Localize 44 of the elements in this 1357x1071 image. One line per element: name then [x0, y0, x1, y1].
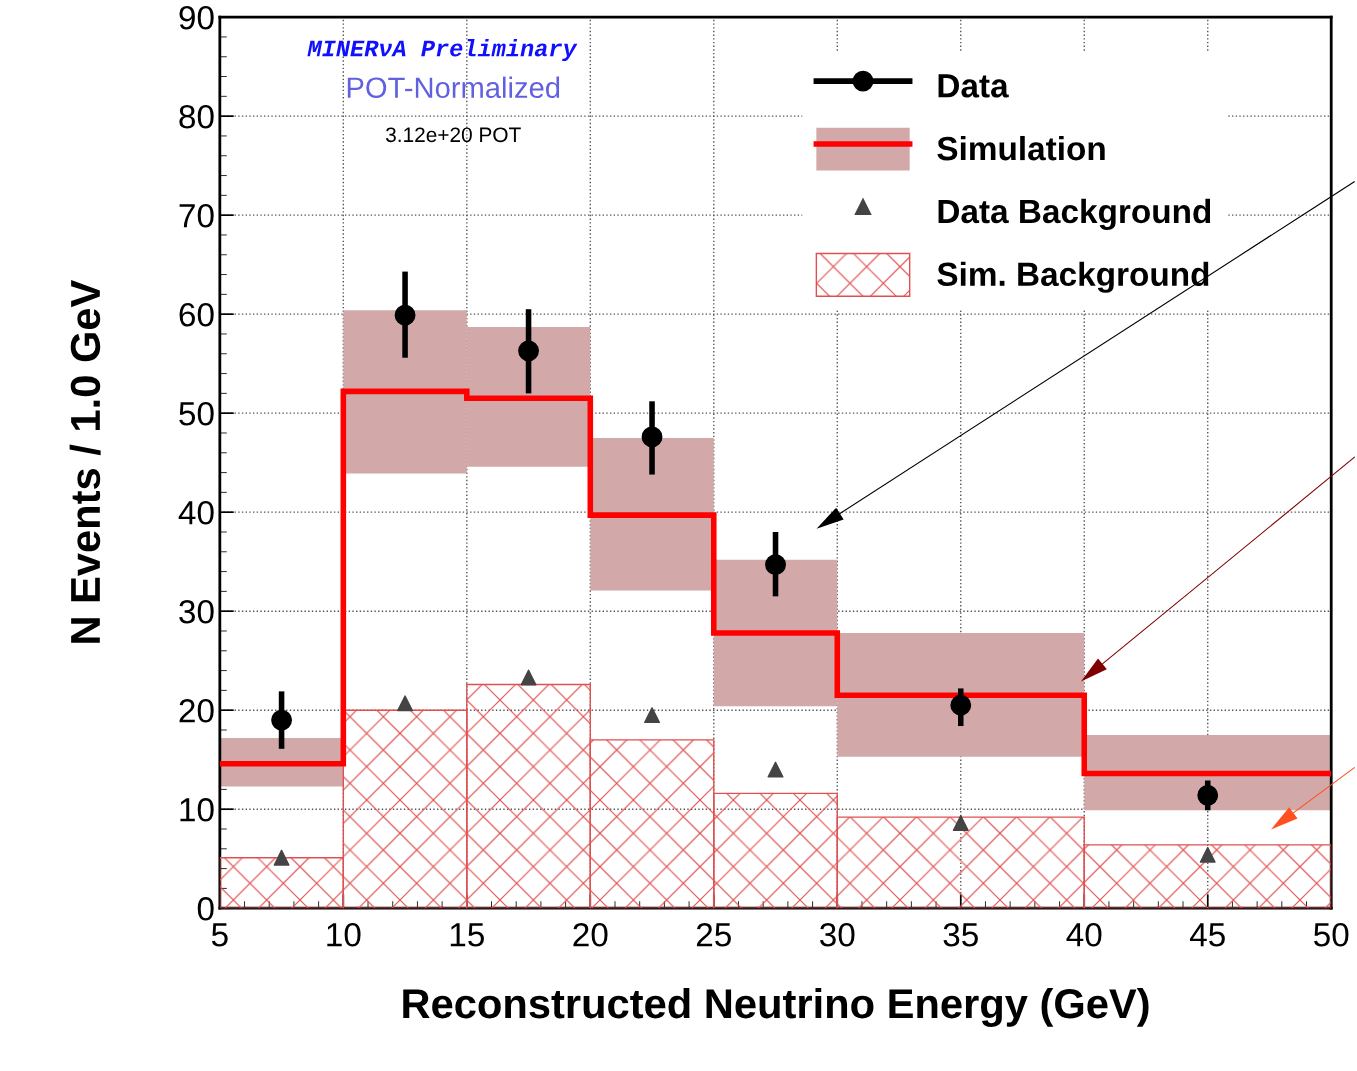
point [950, 694, 972, 716]
x-tick-label: 35 [943, 922, 978, 947]
point [952, 815, 969, 832]
annotation: 3.12e+20 POT [385, 127, 521, 143]
y-tick-label: 70 [179, 203, 214, 228]
x-tick-label: 45 [1189, 923, 1225, 947]
point [765, 554, 786, 576]
y-axis-title: N Events / 1.0 GeV [69, 279, 101, 643]
x-tick-label: 25 [696, 922, 731, 947]
legend-label: Data Background [938, 198, 1211, 231]
point [644, 707, 661, 724]
point [520, 669, 537, 686]
y-tick-label: 10 [180, 798, 214, 822]
x-tick-label: 40 [1066, 922, 1102, 947]
point [397, 695, 414, 712]
y-tick-label: 90 [179, 5, 214, 30]
point [518, 340, 539, 362]
y-tick-label: 20 [179, 698, 214, 723]
y-tick-label: 60 [179, 302, 214, 327]
legend-label: Simulation [937, 135, 1105, 161]
x-tick-label: 10 [327, 922, 361, 947]
x-tick-label: 20 [573, 922, 608, 947]
annotation: POT-Normalized [347, 76, 560, 99]
point [641, 426, 663, 448]
x-tick-label: 5 [211, 923, 228, 947]
y-tick-label: 40 [178, 500, 214, 525]
x-axis-title: Reconstructed Neutrino Energy (GeV) [403, 987, 1149, 1027]
legend-label: Sim. Background [937, 261, 1209, 293]
annotation: MINERνA Preliminary [307, 39, 578, 62]
x-tick-label: 15 [450, 923, 484, 947]
point [1197, 784, 1219, 806]
point [271, 709, 292, 731]
y-tick-label: 30 [179, 599, 214, 624]
x-tick-label: 30 [820, 922, 855, 947]
point [767, 761, 784, 778]
point [273, 849, 290, 866]
legend-label: Data [938, 74, 1009, 98]
point [1199, 846, 1216, 863]
point [394, 304, 416, 326]
y-tick-label: 80 [179, 104, 214, 129]
y-tick-label: 50 [179, 401, 214, 426]
y-tick-label: 0 [197, 897, 214, 921]
x-tick-label: 50 [1314, 922, 1349, 947]
bar [590, 437, 714, 591]
